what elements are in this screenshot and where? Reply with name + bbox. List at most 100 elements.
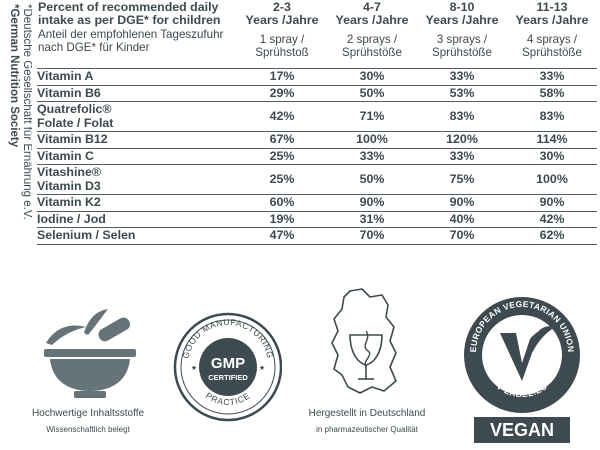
dose-english: 2 sprays /	[346, 33, 398, 46]
value-cell: 83%	[507, 101, 597, 132]
nutrient-name: Vitamin B6	[37, 84, 237, 102]
age-unit: Years /Jahre	[515, 12, 589, 27]
gmp-badge: GOOD MANUFACTURING PRACTICE GMP CERTIFIE…	[172, 283, 283, 438]
ingredients-caption: Hochwertige Inhaltsstoffe	[31, 408, 145, 419]
value-cell: 33%	[507, 68, 597, 85]
footnote-german: *Deutsche Gesellschaft für Ernährung e.V…	[21, 4, 32, 220]
dose-english: 4 sprays /	[526, 33, 578, 46]
value-cell: 47%	[237, 227, 327, 245]
value-cell: 42%	[237, 101, 327, 132]
column-header: 8-10 Years /Jahre 3 sprays / Sprühstöße	[417, 0, 507, 60]
value-cell: 33%	[327, 147, 417, 165]
value-cell: 60%	[237, 194, 327, 211]
germany-map-icon	[331, 288, 397, 394]
value-cell: 50%	[327, 164, 417, 195]
value-cell: 31%	[327, 210, 417, 228]
svg-text:★: ★	[259, 364, 265, 372]
nutrient-name: Vitashine® Vitamin D3	[37, 164, 237, 195]
gmp-center-sub: CERTIFIED	[208, 373, 248, 382]
value-cell: 30%	[327, 68, 417, 85]
ingredients-subcaption: Wissenschaftlich belegt	[46, 425, 130, 434]
value-cell: 25%	[237, 147, 327, 165]
table-row: Vitashine® Vitamin D3 25% 50% 75% 100%	[37, 164, 597, 195]
dose-english: 3 sprays /	[436, 33, 488, 46]
header-english: Percent of recommended daily intake as p…	[38, 0, 221, 27]
value-cell: 100%	[507, 164, 597, 195]
table-row: Iodine / Jod 19% 31% 40% 42%	[37, 210, 597, 228]
nutrient-name: Vitamin K2	[37, 194, 237, 211]
dose-german: Sprühstoß	[255, 45, 309, 59]
value-cell: 29%	[237, 84, 327, 102]
value-cell: 33%	[417, 68, 507, 85]
value-cell: 42%	[507, 210, 597, 228]
value-cell: 17%	[237, 68, 327, 85]
column-header: 2-3 Years /Jahre 1 spray / Sprühstoß	[237, 0, 327, 60]
value-cell: 75%	[417, 164, 507, 195]
nutrient-name: Vitamin B12	[37, 131, 237, 148]
header-german: Anteil der empfohlenen Tageszufuhr nach …	[38, 28, 224, 54]
nutrient-name: Selenium / Selen	[37, 227, 237, 245]
table-row: Selenium / Selen 47% 70% 70% 62%	[37, 227, 597, 245]
column-header: 11-13 Years /Jahre 4 sprays / Sprühstöße	[507, 0, 597, 60]
table-row: Vitamin K2 60% 90% 90% 90%	[37, 194, 597, 211]
value-cell: 33%	[417, 147, 507, 165]
intake-table: Percent of recommended daily intake as p…	[37, 0, 597, 245]
dose-german: Sprühstöße	[522, 45, 582, 59]
nutrient-name: Iodine / Jod	[37, 210, 237, 228]
germany-badge: Hergestellt in Deutschland in pharmazeut…	[292, 283, 442, 435]
value-cell: 71%	[327, 101, 417, 132]
mortar-pestle-icon	[44, 309, 136, 398]
value-cell: 19%	[237, 210, 327, 228]
value-cell: 25%	[237, 164, 327, 195]
age-range: 11-13	[536, 0, 568, 14]
dose-german: Sprühstöße	[432, 45, 492, 59]
svg-text:★: ★	[191, 364, 197, 372]
ingredients-badge: Hochwertige Inhaltsstoffe Wissenschaftli…	[18, 283, 158, 435]
value-cell: 70%	[327, 227, 417, 245]
value-cell: 100%	[327, 131, 417, 148]
table-row: Vitamin A 17% 30% 33% 33%	[37, 68, 597, 85]
value-cell: 83%	[417, 101, 507, 132]
nutrient-name: Vitamin C	[37, 147, 237, 165]
header-label-cell: Percent of recommended daily intake as p…	[37, 0, 237, 60]
age-unit: Years /Jahre	[425, 12, 499, 27]
value-cell: 30%	[507, 147, 597, 165]
value-cell: 70%	[417, 227, 507, 245]
age-unit: Years /Jahre	[245, 12, 319, 27]
vegan-label: VEGAN	[490, 420, 554, 440]
table-header: Percent of recommended daily intake as p…	[37, 0, 597, 60]
nutrient-name: Vitamin A	[37, 68, 237, 85]
table-row: Vitamin B12 67% 100% 120% 114%	[37, 131, 597, 148]
value-cell: 90%	[507, 194, 597, 211]
value-cell: 40%	[417, 210, 507, 228]
value-cell: 90%	[327, 194, 417, 211]
germany-subcaption: in pharmazeutischer Qualität	[316, 425, 418, 434]
age-range: 2-3	[273, 0, 291, 14]
value-cell: 67%	[237, 131, 327, 148]
age-range: 8-10	[449, 0, 475, 14]
column-header: 4-7 Years /Jahre 2 sprays / Sprühstöße	[327, 0, 417, 60]
value-cell: 53%	[417, 84, 507, 102]
vegan-badge: EUROPEAN VEGETARIAN UNION V-LABEL.EU VEG…	[452, 283, 592, 450]
gmp-seal-icon: GOOD MANUFACTURING PRACTICE GMP CERTIFIE…	[173, 312, 283, 422]
value-cell: 62%	[507, 227, 597, 245]
age-unit: Years /Jahre	[335, 12, 409, 27]
age-range: 4-7	[363, 0, 381, 14]
v-label-icon: EUROPEAN VEGETARIAN UNION V-LABEL.EU VEG…	[464, 297, 580, 443]
table-row: Vitamin C 25% 33% 33% 30%	[37, 147, 597, 165]
dge-footnote: *German Nutrition Society *Deutsche Gese…	[2, 4, 33, 270]
value-cell: 114%	[507, 131, 597, 148]
germany-caption: Hergestellt in Deutschland	[308, 408, 426, 419]
nutrient-name: Quatrefolic® Folate / Folat	[37, 101, 237, 132]
value-cell: 120%	[417, 131, 507, 148]
dose-english: 1 spray /	[259, 33, 305, 46]
table-row: Vitamin B6 29% 50% 53% 58%	[37, 84, 597, 102]
quality-badges: Hochwertige Inhaltsstoffe Wissenschaftli…	[0, 283, 600, 447]
table-row: Quatrefolic® Folate / Folat 42% 71% 83% 8…	[37, 101, 597, 132]
value-cell: 58%	[507, 84, 597, 102]
footnote-english: *German Nutrition Society	[8, 4, 20, 148]
dose-german: Sprühstöße	[342, 45, 402, 59]
value-cell: 50%	[327, 84, 417, 102]
value-cell: 90%	[417, 194, 507, 211]
gmp-center-title: GMP	[211, 355, 245, 372]
